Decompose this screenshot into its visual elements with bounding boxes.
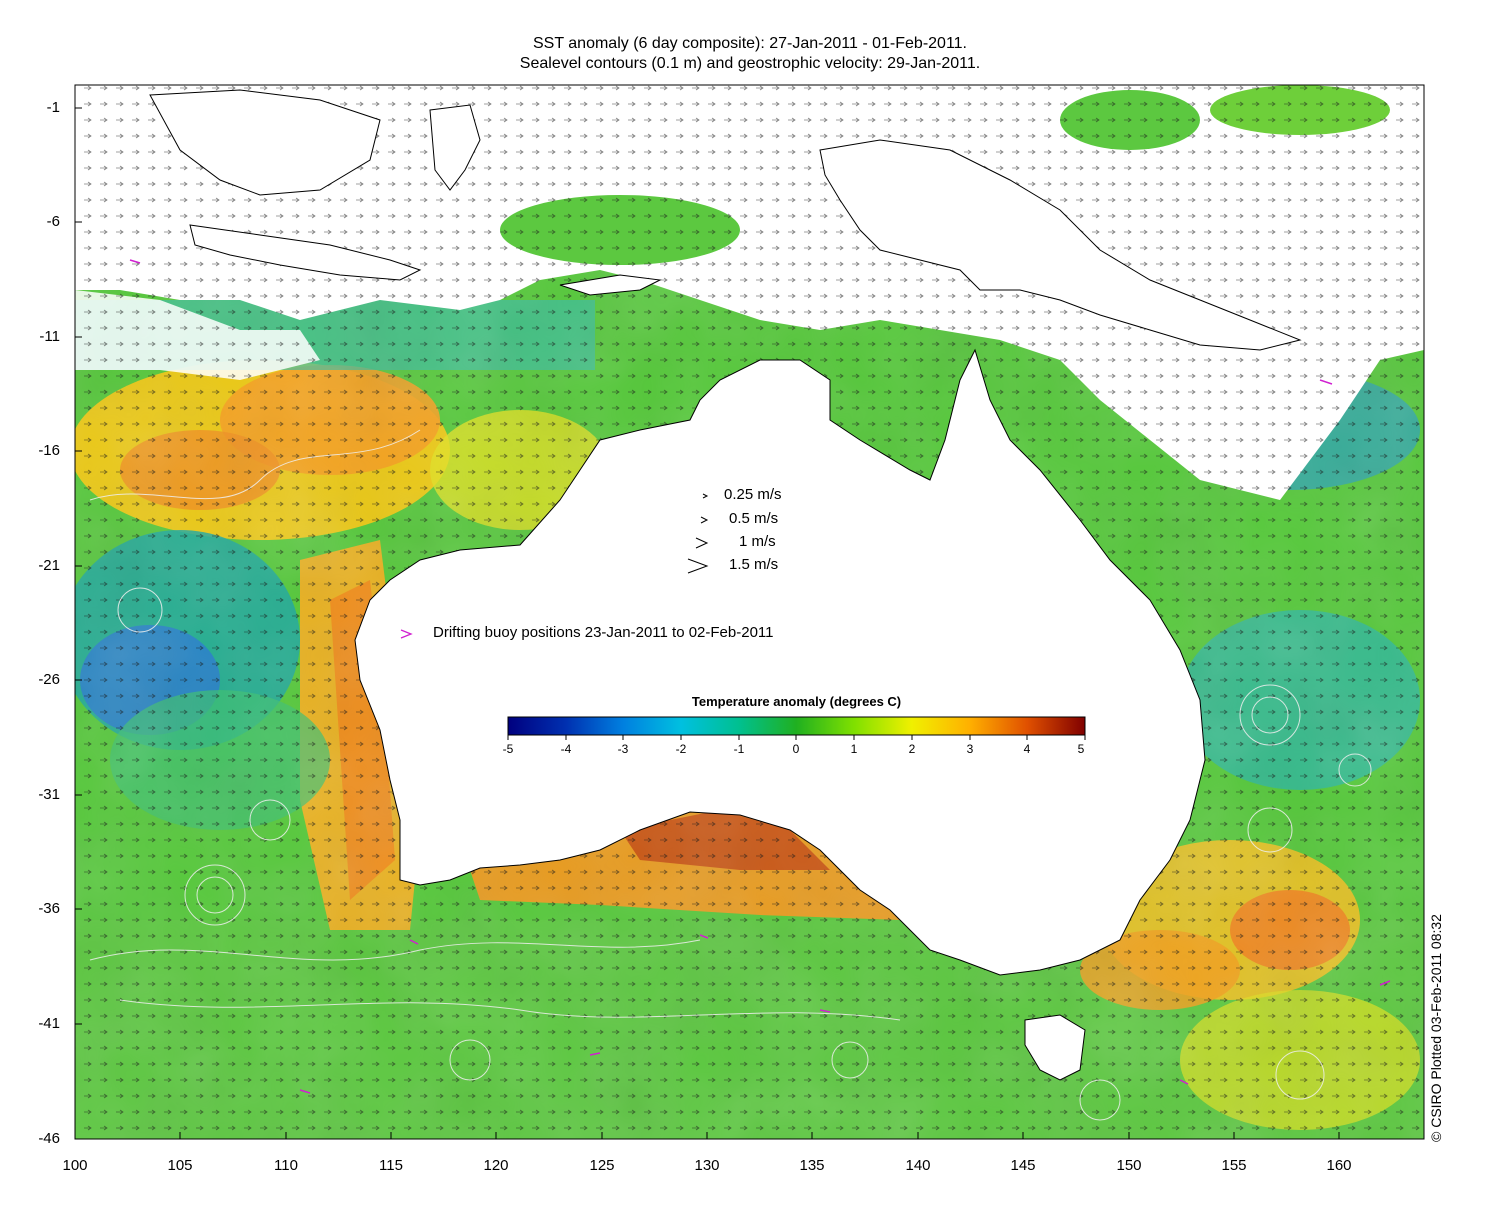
arrow-1-5 <box>687 558 709 574</box>
tasmania-landmass <box>1024 1014 1086 1081</box>
colorbar-title: Temperature anomaly (degrees C) <box>691 694 902 709</box>
velocity-legend-label: 1 m/s <box>739 533 776 550</box>
australia-landmass <box>354 348 1206 976</box>
timor-landmass <box>559 274 662 296</box>
x-tick-label: 100 <box>62 1157 88 1174</box>
colorbar-tick-label: 0 <box>792 742 800 756</box>
velocity-legend-label: 1.5 m/s <box>729 556 779 573</box>
velocity-legend-label: 0.5 m/s <box>729 510 779 527</box>
x-tick-label: 125 <box>589 1157 615 1174</box>
colorbar-tick-label: -3 <box>617 742 629 756</box>
x-tick-label: 110 <box>274 1157 298 1174</box>
arrow-0-25 <box>702 493 709 499</box>
colorbar-tick-label: 1 <box>850 742 858 756</box>
borneo-landmass <box>149 89 381 196</box>
buoy-symbol <box>400 629 413 639</box>
y-tick-label: -6 <box>46 213 60 230</box>
x-axis-ticks <box>74 1132 1340 1139</box>
colorbar <box>507 716 1086 736</box>
y-tick-label: -1 <box>46 99 60 116</box>
x-tick-label: 135 <box>799 1157 825 1174</box>
y-axis-ticks <box>75 107 82 1140</box>
java-landmass <box>189 224 422 281</box>
y-tick-label: -16 <box>38 442 60 459</box>
y-tick-label: -21 <box>38 557 60 574</box>
x-tick-label: 115 <box>379 1157 403 1174</box>
x-tick-label: 145 <box>1010 1157 1036 1174</box>
buoy-legend-label: Drifting buoy positions 23-Jan-2011 to 0… <box>433 624 774 641</box>
colorbar-tick-label: -2 <box>675 742 687 756</box>
plot-credit: © CSIRO Plotted 03-Feb-2011 08:32 <box>1428 914 1444 1142</box>
x-tick-label: 130 <box>694 1157 720 1174</box>
plot-frame <box>74 84 1425 1140</box>
y-tick-label: -46 <box>38 1130 60 1147</box>
x-tick-label: 150 <box>1116 1157 1142 1174</box>
x-tick-label: 140 <box>905 1157 931 1174</box>
colorbar-tick-label: -4 <box>560 742 572 756</box>
map-title-line-1: SST anomaly (6 day composite): 27-Jan-20… <box>533 35 967 52</box>
sst-field <box>75 85 1424 1139</box>
arrow-1 <box>695 537 709 549</box>
colorbar-tick-label: -1 <box>733 742 745 756</box>
x-tick-label: 155 <box>1221 1157 1247 1174</box>
sulawesi-landmass <box>429 104 481 191</box>
sealevel-contours <box>89 429 1372 1121</box>
map-title-line-2: Sealevel contours (0.1 m) and geostrophi… <box>519 55 981 72</box>
y-tick-label: -11 <box>39 328 60 345</box>
colorbar-tick-label: 4 <box>1023 742 1031 756</box>
x-tick-label: 160 <box>1326 1157 1352 1174</box>
colorbar-tick-label: 3 <box>966 742 974 756</box>
y-tick-label: -31 <box>38 786 60 803</box>
y-tick-label: -36 <box>38 900 60 917</box>
y-tick-label: -26 <box>38 671 60 688</box>
velocity-legend-arrows <box>687 493 709 574</box>
new-guinea-landmass <box>819 139 1302 351</box>
y-tick-label: -41 <box>38 1015 60 1032</box>
x-tick-label: 105 <box>167 1157 193 1174</box>
arrow-0-5 <box>700 516 709 524</box>
colorbar-tick-label: 5 <box>1077 742 1085 756</box>
velocity-legend-label: 0.25 m/s <box>724 486 782 503</box>
colorbar-ticks <box>507 735 1086 740</box>
land <box>149 89 1302 1081</box>
colorbar-tick-label: 2 <box>908 742 916 756</box>
buoy-tracks <box>129 259 1391 1094</box>
x-tick-label: 120 <box>483 1157 509 1174</box>
colorbar-tick-label: -5 <box>502 742 514 756</box>
